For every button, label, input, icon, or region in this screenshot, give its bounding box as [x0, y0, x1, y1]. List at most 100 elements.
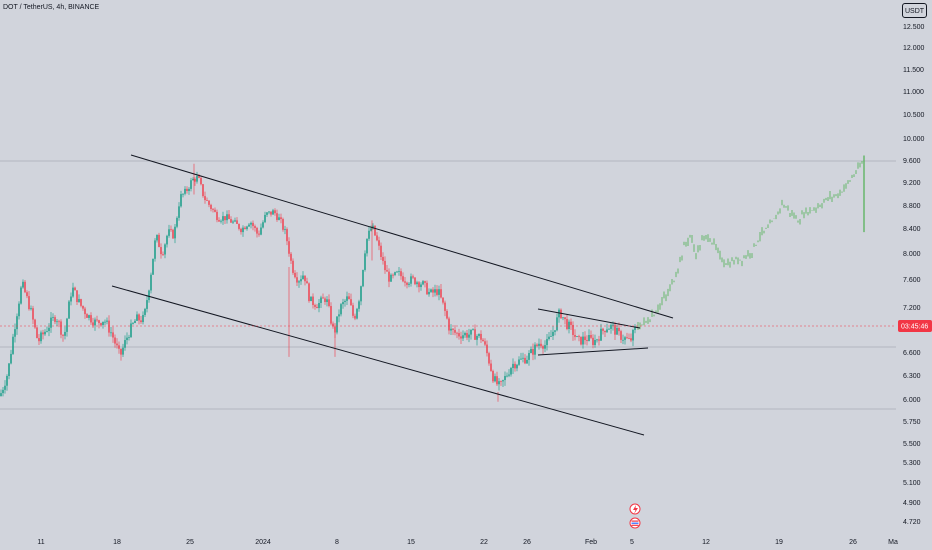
x-tick-label: 19	[775, 539, 783, 546]
candle-body	[452, 328, 454, 330]
candle-body	[538, 343, 540, 346]
candle-body	[420, 284, 422, 288]
candle-body	[290, 253, 292, 261]
candle-body	[536, 344, 538, 346]
y-tick-label: 11.500	[903, 67, 924, 74]
candle-body	[102, 321, 104, 326]
candle-body	[328, 299, 330, 307]
candle-body	[246, 226, 248, 230]
y-tick-label: 5.300	[903, 460, 921, 467]
candle-body	[192, 178, 194, 181]
candle-body	[546, 339, 548, 346]
candle-body	[488, 353, 490, 364]
candle-body	[24, 281, 26, 293]
candle-body	[602, 328, 604, 331]
currency-unit-button[interactable]: USDT	[902, 3, 927, 18]
candle-body	[260, 227, 262, 235]
candle-body	[314, 304, 316, 307]
lightning-event-icon[interactable]	[629, 503, 641, 515]
x-tick-label: 5	[630, 539, 634, 546]
candle-body	[178, 206, 180, 218]
candle-body	[392, 274, 394, 276]
candle-body	[478, 333, 480, 336]
candle-body	[622, 339, 624, 341]
candle-body	[70, 296, 72, 302]
x-tick-label: 26	[523, 539, 531, 546]
chart-title: DOT / TetherUS, 4h, BINANCE	[3, 4, 100, 11]
candle-body	[336, 316, 338, 333]
candle-body	[98, 320, 100, 324]
candle-body	[358, 301, 360, 309]
candle-body	[322, 297, 324, 299]
trendlines-layer	[111, 154, 674, 436]
candle-body	[2, 389, 4, 394]
y-tick-label: 5.500	[903, 441, 921, 448]
candle-body	[12, 336, 14, 354]
candle-body	[604, 330, 606, 333]
candle-body	[494, 376, 496, 382]
y-tick-label: 9.600	[903, 158, 921, 165]
candle-body	[550, 336, 552, 337]
candle-body	[294, 272, 296, 278]
candle-body	[348, 296, 350, 300]
candle-body	[94, 319, 96, 326]
candle-body	[586, 340, 588, 341]
x-tick-label: 11	[37, 539, 44, 546]
x-tick-label: Ma	[888, 539, 898, 546]
flag-stripe-icon	[631, 520, 639, 522]
candle-body	[72, 287, 74, 297]
candle-body	[418, 282, 420, 288]
candle-body	[234, 220, 236, 222]
candle-body	[474, 329, 476, 340]
candle-body	[612, 324, 614, 326]
candle-body	[394, 272, 396, 275]
candle-body	[208, 200, 210, 205]
triangle-upper-line	[537, 308, 641, 329]
candle-body	[530, 349, 532, 354]
candle-body	[552, 331, 554, 337]
candle-body	[372, 225, 374, 229]
candle-body	[226, 214, 228, 221]
candle-body	[556, 317, 558, 331]
candle-body	[0, 393, 2, 396]
candle-body	[16, 316, 18, 330]
candle-body	[352, 305, 354, 316]
candle-body	[230, 219, 232, 223]
candle-body	[430, 289, 432, 292]
candle-body	[202, 184, 204, 197]
candle-body	[310, 296, 312, 302]
us-flag-event-icon[interactable]	[629, 517, 641, 529]
candle-body	[248, 224, 250, 227]
current-price-badge	[898, 320, 932, 332]
candle-body	[374, 225, 376, 236]
candle-body	[216, 211, 218, 221]
candle-body	[342, 302, 344, 305]
candle-body	[544, 345, 546, 349]
x-tick-label: 26	[849, 539, 857, 546]
candle-body	[222, 216, 224, 221]
candle-body	[68, 301, 70, 319]
candle-body	[48, 327, 50, 332]
candle-body	[472, 329, 474, 331]
candle-body	[262, 222, 264, 228]
candle-body	[138, 314, 140, 321]
candle-body	[414, 277, 416, 285]
candle-body	[346, 296, 348, 301]
candle-body	[492, 370, 494, 382]
candle-body	[578, 336, 580, 338]
candle-body	[628, 338, 630, 339]
candle-body	[542, 346, 544, 349]
candle-body	[404, 281, 406, 283]
candle-body	[408, 283, 410, 285]
y-tick-label: 8.000	[903, 251, 921, 258]
candle-body	[296, 277, 298, 283]
y-tick-label: 4.900	[903, 500, 921, 507]
candle-body	[630, 338, 632, 341]
candle-body	[458, 333, 460, 337]
candle-body	[508, 374, 510, 376]
candle-body	[482, 339, 484, 342]
candle-body	[426, 282, 428, 295]
candle-body	[548, 336, 550, 340]
